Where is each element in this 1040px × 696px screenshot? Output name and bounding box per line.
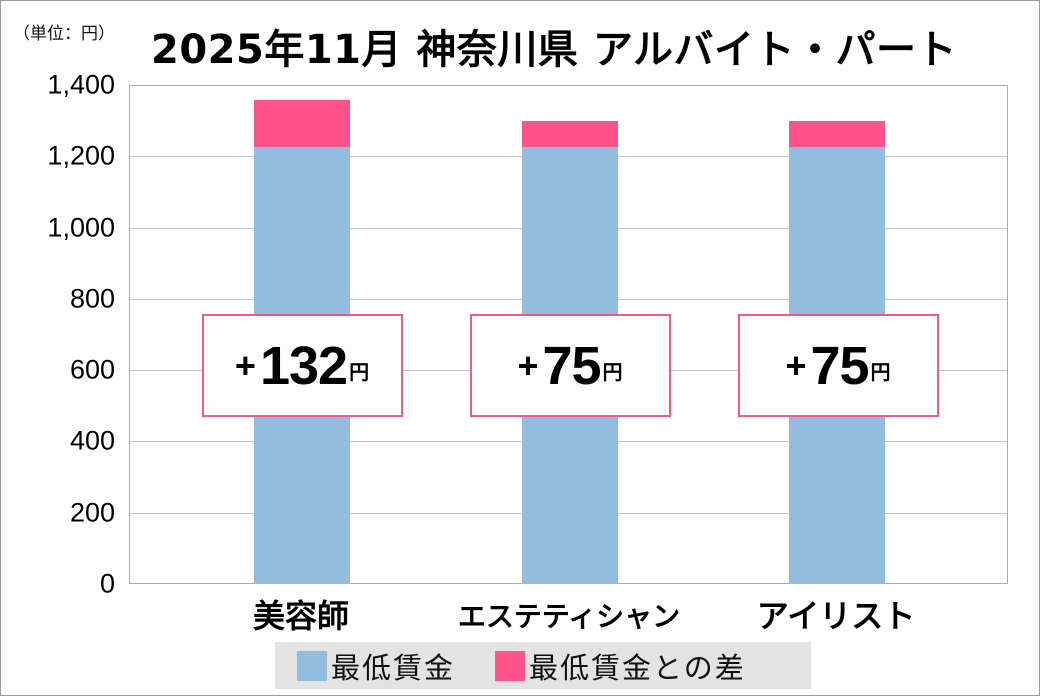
y-tick-label: 0 [99,568,115,599]
callout-unit: 円 [870,362,891,384]
legend-swatch-base [297,650,327,681]
callout-plus: + [234,344,256,386]
y-tick-label: 1,200 [47,140,115,171]
callout-value: 75 [810,335,869,396]
y-tick-label: 1,000 [47,212,115,243]
bar-segment-difference [789,120,885,148]
legend-label: 最低賃金との差 [529,650,746,685]
callout-unit: 円 [349,362,370,384]
x-category-label: アイリスト [756,597,916,635]
difference-callout: +132 円 [201,314,403,417]
difference-callout: +75 円 [737,314,939,417]
x-category-label: エステティシャン [457,600,681,633]
legend-item-diff: 最低賃金との差 [495,645,746,687]
x-category-label: 美容師 [252,597,350,635]
bar-segment-difference [254,100,350,148]
legend-item-base: 最低賃金 [297,645,455,687]
y-tick-label: 600 [69,354,115,385]
y-tick-label: 800 [69,283,115,314]
callout-plus: + [785,344,807,386]
chart-title: 2025年11月 神奈川県 アルバイト・パート [151,27,957,73]
callout-plus: + [517,344,539,386]
callout-unit: 円 [602,362,623,384]
legend-swatch-diff [495,650,526,681]
legend-label: 最低賃金 [331,650,456,685]
callout-value: 75 [542,335,601,396]
unit-label: （単位：円） [13,24,115,44]
y-tick-label: 200 [69,497,115,528]
y-tick-label: 400 [69,425,115,456]
bar-segment-difference [522,120,618,148]
difference-callout: +75 円 [469,314,671,417]
callout-value: 132 [259,335,348,396]
legend: 最低賃金 最低賃金との差 [275,642,811,689]
y-tick-label: 1,400 [47,69,115,100]
